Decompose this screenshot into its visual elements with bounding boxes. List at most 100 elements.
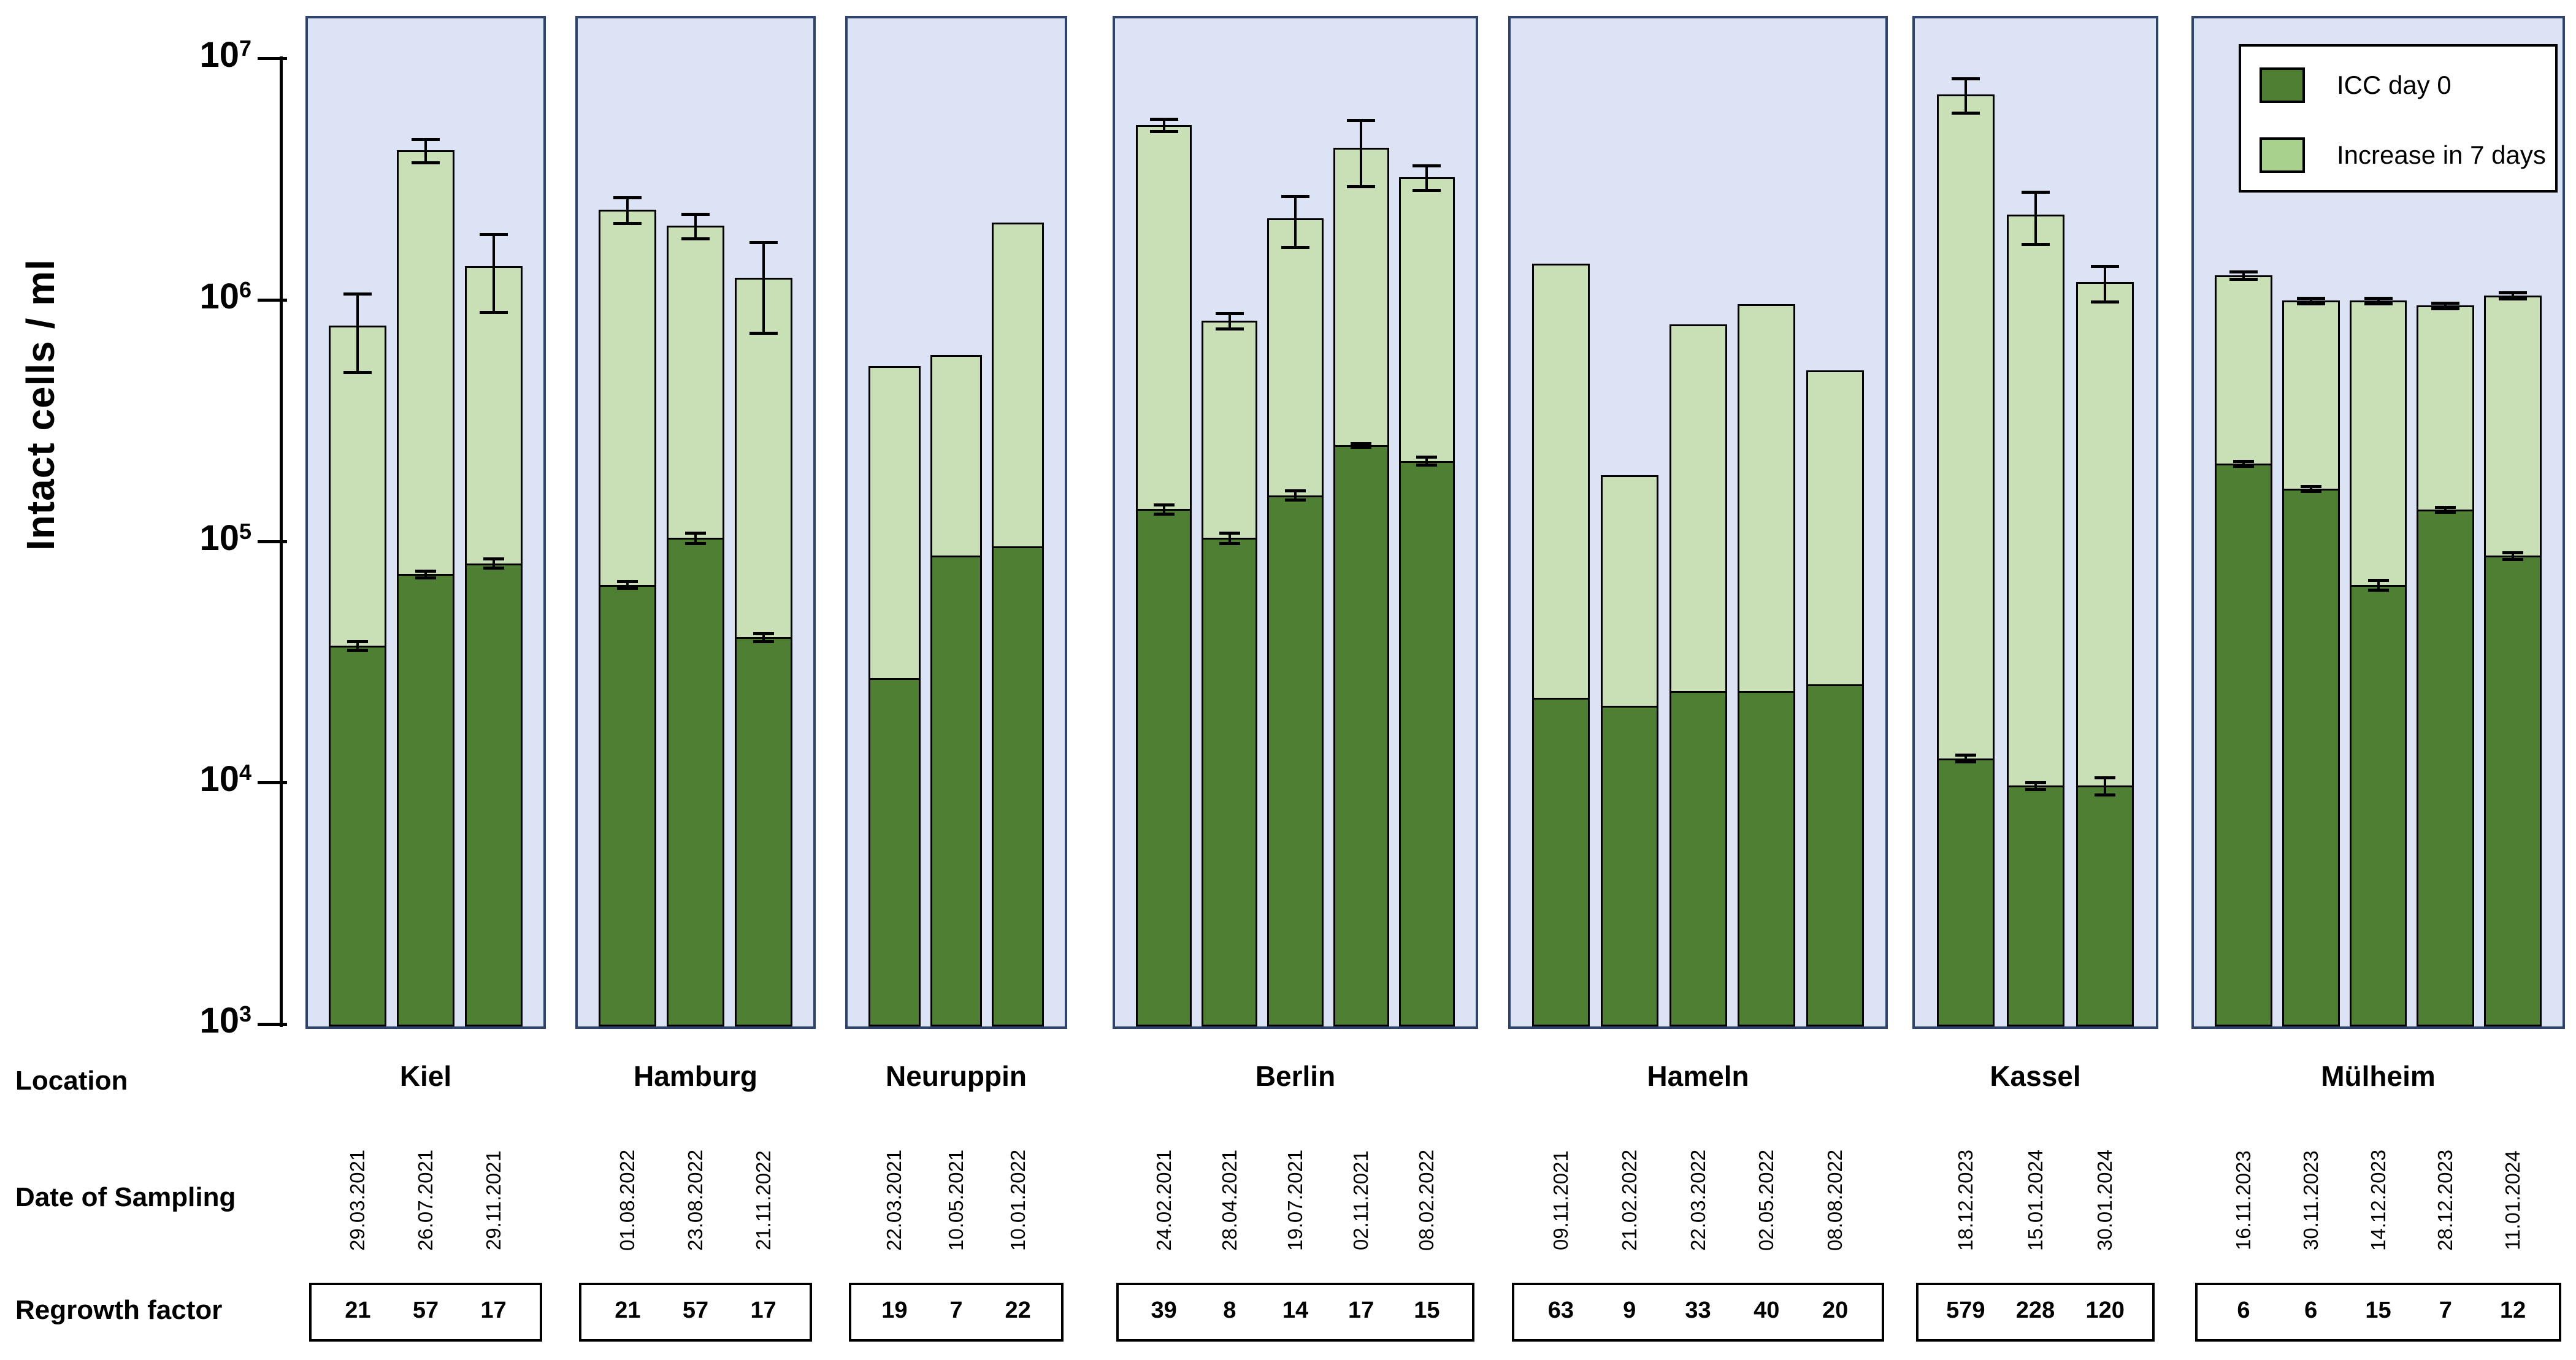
error-bar-day7-cap: [1951, 77, 1980, 80]
row-label-regrowth-factor: Regrowth factor: [15, 1295, 223, 1325]
bar-segment-icc-day0: [1398, 460, 1455, 1026]
error-bar-day7: [2377, 298, 2380, 304]
error-bar-day7: [762, 242, 765, 333]
error-bar-day0: [2242, 460, 2245, 466]
bar-segment-icc-day0: [1136, 508, 1192, 1026]
date-label: 29.03.2021: [346, 1149, 369, 1251]
regrowth-factor-value: 39: [1151, 1297, 1177, 1323]
bar-segment-increase-7-days: [1136, 124, 1192, 511]
error-bar-day0-cap: [1955, 760, 1976, 764]
bar-segment-icc-day0: [1600, 706, 1658, 1026]
error-bar-day7-cap: [2091, 264, 2120, 268]
error-bar-day7: [694, 213, 697, 239]
error-bar-day7: [2512, 292, 2515, 299]
date-label: 14.12.2023: [2366, 1149, 2390, 1251]
error-bar-day7-cap: [2021, 190, 2050, 194]
error-bar-day0-cap: [2095, 776, 2116, 779]
error-bar-day7-cap: [1149, 118, 1178, 121]
error-bar-day0: [1964, 755, 1967, 762]
error-bar-day0: [1425, 457, 1428, 465]
error-bar-day0: [356, 641, 359, 650]
date-label: 28.12.2023: [2434, 1149, 2457, 1251]
legend-item-icc-day0: ICC day 0: [2260, 67, 2451, 103]
bar-segment-icc-day0: [2417, 510, 2475, 1026]
regrowth-factor-box: [579, 1283, 812, 1342]
regrowth-factor-value: 17: [750, 1297, 776, 1323]
error-bar-day7-cap: [1215, 327, 1244, 330]
regrowth-factor-box: [1512, 1283, 1884, 1342]
bar-segment-increase-7-days: [2215, 275, 2272, 465]
bar-segment-icc-day0: [992, 546, 1044, 1026]
error-bar-day7: [1425, 165, 1428, 191]
error-bar-day7: [1360, 120, 1363, 186]
error-bar-day0-cap: [2502, 558, 2524, 562]
error-bar-day7-cap: [749, 331, 778, 335]
y-axis-tick-label: 103: [199, 1001, 251, 1041]
location-label: Kassel: [1990, 1060, 2081, 1092]
date-label: 10.05.2021: [945, 1149, 967, 1251]
error-bar-day7: [2104, 266, 2107, 302]
row-label-location: Location: [15, 1066, 128, 1096]
y-axis-tick: [258, 781, 287, 785]
error-bar-day7-cap: [749, 241, 778, 245]
bar-segment-icc-day0: [2006, 785, 2064, 1026]
error-bar-day7: [626, 197, 629, 224]
error-bar-day0-cap: [2367, 588, 2389, 592]
bar-segment-increase-7-days: [868, 366, 921, 681]
error-bar-day7-cap: [2296, 297, 2325, 300]
error-bar-day7: [1228, 313, 1231, 329]
bar-segment-icc-day0: [397, 574, 454, 1026]
bar-segment-increase-7-days: [2484, 296, 2542, 558]
error-bar-day0-cap: [753, 632, 774, 635]
regrowth-factor-value: 21: [615, 1297, 641, 1323]
legend-item-increase-7-days: Increase in 7 days: [2260, 137, 2546, 173]
error-bar-day0-cap: [415, 576, 436, 580]
error-bar-day0-cap: [2233, 459, 2254, 463]
error-bar-day0-cap: [2502, 551, 2524, 554]
regrowth-factor-value: 57: [682, 1297, 709, 1323]
error-bar-day0-cap: [1285, 499, 1306, 502]
error-bar-day0: [1228, 533, 1231, 543]
bar-segment-increase-7-days: [2076, 282, 2134, 788]
date-label: 26.07.2021: [414, 1149, 437, 1251]
regrowth-factor-value: 19: [881, 1297, 908, 1323]
error-bar-day7-cap: [2091, 300, 2120, 304]
error-bar-day7: [492, 234, 495, 312]
regrowth-factor-value: 8: [1223, 1297, 1236, 1323]
error-bar-day0-cap: [1219, 532, 1240, 535]
error-bar-day7-cap: [1347, 118, 1376, 122]
error-bar-day7: [2309, 298, 2312, 304]
bar-segment-increase-7-days: [667, 225, 724, 540]
error-bar-day0-cap: [1955, 754, 1976, 757]
error-bar-day0: [694, 533, 697, 543]
error-bar-day7-cap: [1149, 129, 1178, 133]
error-bar-day7: [2034, 191, 2037, 244]
date-label: 21.02.2022: [1617, 1149, 1641, 1251]
date-label: 22.03.2022: [1686, 1149, 1709, 1251]
date-label: 23.08.2022: [684, 1149, 707, 1251]
bar-segment-increase-7-days: [1398, 177, 1455, 463]
error-bar-day0-cap: [617, 580, 638, 584]
legend-swatch-increase-7-days: [2260, 137, 2305, 173]
bar-segment-icc-day0: [464, 563, 523, 1026]
error-bar-day7: [1162, 119, 1165, 131]
bar-segment-icc-day0: [734, 637, 792, 1026]
regrowth-factor-value: 9: [1623, 1297, 1636, 1323]
error-bar-day7-cap: [2021, 243, 2050, 246]
date-label: 15.01.2024: [2023, 1149, 2047, 1251]
bar-segment-increase-7-days: [1333, 148, 1389, 447]
error-bar-day0-cap: [2095, 793, 2116, 797]
error-bar-day0: [1294, 491, 1297, 500]
legend-swatch-icc-day0: [2260, 67, 2305, 103]
bar-segment-increase-7-days: [329, 326, 387, 648]
bar-segment-increase-7-days: [1806, 370, 1865, 687]
error-bar-day7-cap: [343, 371, 372, 375]
error-bar-day7-cap: [1215, 311, 1244, 315]
error-bar-day7-cap: [681, 237, 710, 241]
regrowth-factor-box: [309, 1283, 542, 1342]
error-bar-day7-cap: [1347, 185, 1376, 188]
bar-segment-increase-7-days: [1267, 218, 1324, 497]
regrowth-factor-value: 21: [345, 1297, 371, 1323]
y-axis-tick-label: 104: [199, 759, 251, 800]
